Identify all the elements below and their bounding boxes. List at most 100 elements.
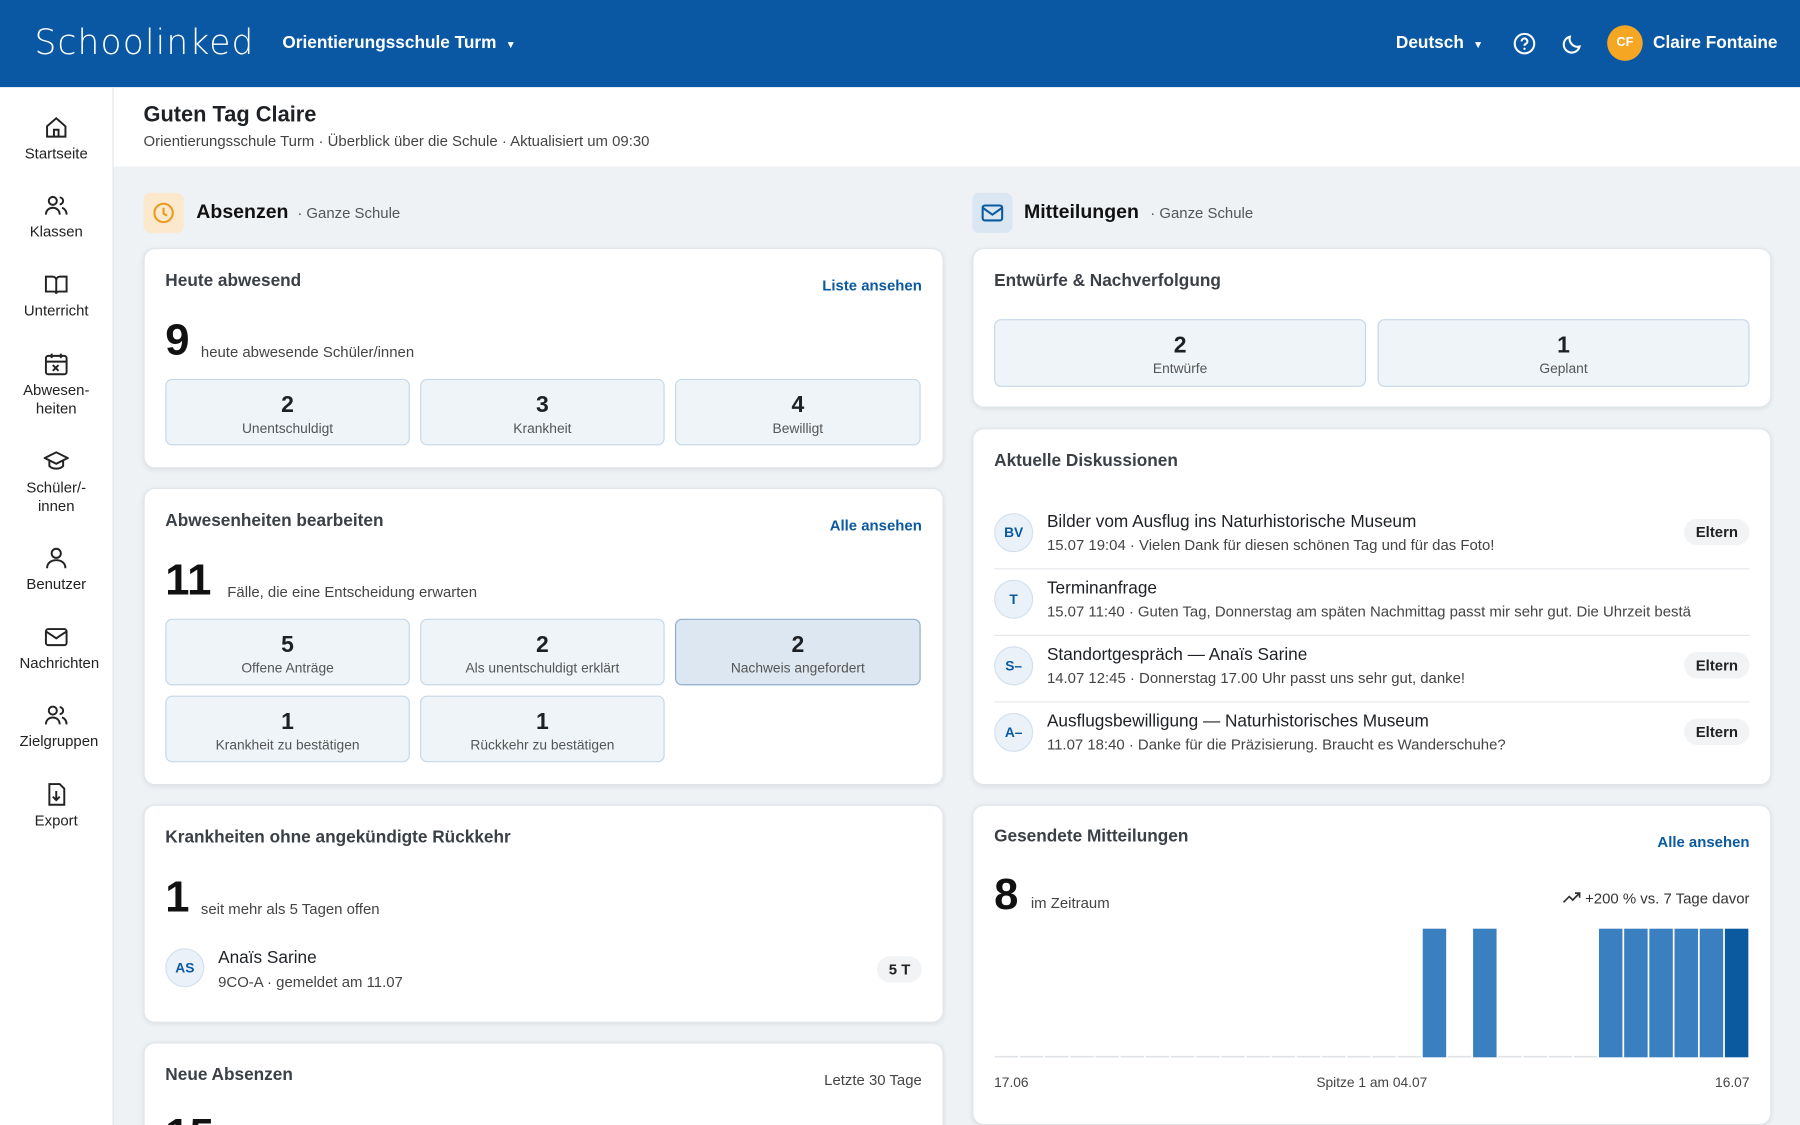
period: Letzte 30 Tage [824, 1071, 922, 1089]
nav-item[interactable]: Unterricht [0, 272, 113, 320]
stat-tile[interactable]: 2 Als unentschuldigt erklärt [420, 618, 665, 686]
nav-label: Nachrichten [19, 654, 100, 672]
stat-tile[interactable]: 5 Offene Anträge [165, 618, 410, 686]
big-number: 9 [165, 316, 190, 366]
icon [43, 451, 69, 470]
nav-item[interactable]: Abwesen-heiten [0, 351, 113, 418]
stat-tile[interactable]: 1 Krankheit zu bestätigen [165, 695, 410, 763]
discussion-title: Standortgespräch — Anaïs Sarine [1046, 645, 1308, 665]
tile-label: Offene Anträge [241, 660, 334, 677]
chart: 17.06 16.07 Spitze 1 am 04.07 [994, 928, 1749, 1090]
nav-item[interactable]: Schüler/-innen [0, 449, 113, 516]
logo[interactable]: Schoolinked [34, 22, 255, 64]
tile-value: 2 [281, 392, 294, 418]
avatar: AS [165, 948, 205, 988]
card: Gesendete Mitteilungen Alle ansehen 8 im… [972, 804, 1772, 1125]
tile-label: Krankheit [513, 420, 572, 437]
icon [44, 628, 68, 647]
card: Heute abwesend Liste ansehen 9 heute abw… [143, 247, 944, 469]
big-number: 8 [994, 871, 1019, 920]
caption: heute abwesende Schüler/innen [200, 343, 415, 361]
card-title: Entwürfe & Nachverfolgung [994, 270, 1221, 291]
top-bar: Schoolinked Orientierungsschule Turm ▼ De… [0, 0, 1800, 88]
bar [1624, 928, 1648, 1058]
caret: ▼ [1473, 39, 1484, 51]
tile-value: 3 [536, 392, 549, 418]
school-switcher[interactable]: Orientierungsschule Turm ▼ [282, 33, 515, 53]
tile-value: 1 [281, 709, 294, 735]
user-avatar[interactable]: CF [1607, 25, 1643, 61]
greeting-subtitle: Orientierungsschule Turm · Überblick übe… [143, 132, 650, 150]
sidebar: Startseite Klassen Unterricht Abwesen-he… [0, 87, 114, 1125]
link[interactable]: Alle ansehen [829, 516, 922, 534]
discussion-meta: 11.07 18:40 · Danke für die Präzisierung… [1046, 735, 1506, 754]
trend-text: +200 % vs. 7 Tage davor [1585, 889, 1750, 907]
icon [46, 547, 67, 569]
stat-tile[interactable]: 1 Geplant [1377, 319, 1750, 387]
nav-item[interactable]: Zielgruppen [0, 703, 113, 751]
discussion-title: Bilder vom Ausflug ins Naturhistorische … [1046, 511, 1417, 532]
stat-tile[interactable]: 3 Krankheit [420, 378, 665, 446]
discussion-row[interactable]: BV Bilder vom Ausflug ins Naturhistorisch… [994, 503, 1750, 570]
stat-tile[interactable]: 2 Nachweis angefordert [675, 618, 921, 686]
stat-tile[interactable]: 1 Rückkehr zu bestätigen [420, 695, 665, 763]
nav-label: Benutzer [26, 575, 87, 593]
stat-tile[interactable]: 2 Unentschuldigt [165, 378, 410, 446]
nav-item[interactable]: Benutzer [0, 545, 113, 593]
theme-icon[interactable] [1561, 32, 1584, 55]
caption: im Zeitraum [1030, 894, 1110, 912]
nav-item[interactable]: Export [0, 782, 113, 830]
card: Krankheiten ohne angekündigte Rückkehr 1… [143, 804, 944, 1023]
icon [44, 353, 68, 376]
x-tick-label: 16.07 [1715, 1075, 1749, 1090]
section-title: Absenzen [196, 200, 289, 223]
icon [48, 783, 66, 806]
user-name[interactable]: Claire Fontaine [1653, 33, 1778, 53]
caret: ▼ [505, 39, 516, 51]
bar [1598, 928, 1623, 1058]
help-icon[interactable] [1513, 32, 1536, 55]
discussion-row[interactable]: A– Ausflugsbewilligung — Naturhistorische… [994, 703, 1750, 768]
caption: Fälle, die eine Entscheidung erwarten [227, 583, 478, 601]
card-title: Krankheiten ohne angekündigte Rückkehr [165, 827, 511, 848]
stat-tile[interactable]: 2 Entwürfe [994, 319, 1367, 387]
section-icon [972, 192, 1013, 234]
tile-label: Unentschuldigt [241, 420, 334, 437]
avatar: A– [994, 712, 1034, 752]
tag: Eltern [1684, 518, 1750, 546]
stat-tile[interactable]: 4 Bewilligt [675, 378, 921, 446]
link[interactable]: Liste ansehen [822, 276, 922, 294]
badge: 5 T [877, 956, 922, 983]
section-scope: · Ganze Schule [1150, 204, 1254, 222]
x-tick-label: 17.06 [994, 1075, 1029, 1090]
tile-label: Entwürfe [1152, 360, 1208, 377]
caption: seit mehr als 5 Tagen offen [200, 900, 380, 918]
link[interactable]: Alle ansehen [1657, 833, 1750, 851]
student-name[interactable]: Anaïs Sarine [218, 948, 317, 968]
nav-item[interactable]: Startseite [0, 115, 113, 163]
discussion-title: Ausflugsbewilligung — Naturhistorisches … [1046, 711, 1429, 732]
greeting-title: Guten Tag Claire [143, 103, 317, 128]
clock-icon [153, 202, 174, 224]
discussion-row[interactable]: T Terminanfrage 15.07 11:40 · Guten Tag, D… [994, 569, 1750, 636]
bar [1422, 928, 1447, 1058]
section-scope: · Ganze Schule [297, 204, 401, 222]
avatar: S– [994, 646, 1034, 686]
tile-value: 1 [1557, 332, 1570, 359]
avatar: T [994, 579, 1034, 619]
nav-item[interactable]: Nachrichten [0, 624, 113, 672]
discussion-meta: 15.07 19:04 · Vielen Dank für diesen sch… [1046, 536, 1495, 554]
mail-icon [981, 204, 1004, 222]
card-title: Heute abwesend [165, 270, 302, 291]
tile-value: 5 [281, 632, 294, 658]
language-switcher[interactable]: Deutsch ▼ [1396, 33, 1483, 53]
card: Entwürfe & Nachverfolgung 2 Entwürfe 1 Gep… [972, 247, 1772, 408]
discussion-title: Terminanfrage [1046, 578, 1158, 599]
nav-item[interactable]: Klassen [0, 193, 113, 241]
card: Abwesenheiten bearbeiten Alle ansehen 11… [143, 487, 944, 786]
tile-label: Bewilligt [772, 420, 824, 437]
discussion-meta: 14.07 12:45 · Donnerstag 17.00 Uhr passt… [1046, 669, 1466, 687]
tile-label: Geplant [1539, 360, 1588, 377]
discussion-row[interactable]: S– Standortgespräch — Anaïs Sarine 14.07 1… [994, 636, 1750, 703]
